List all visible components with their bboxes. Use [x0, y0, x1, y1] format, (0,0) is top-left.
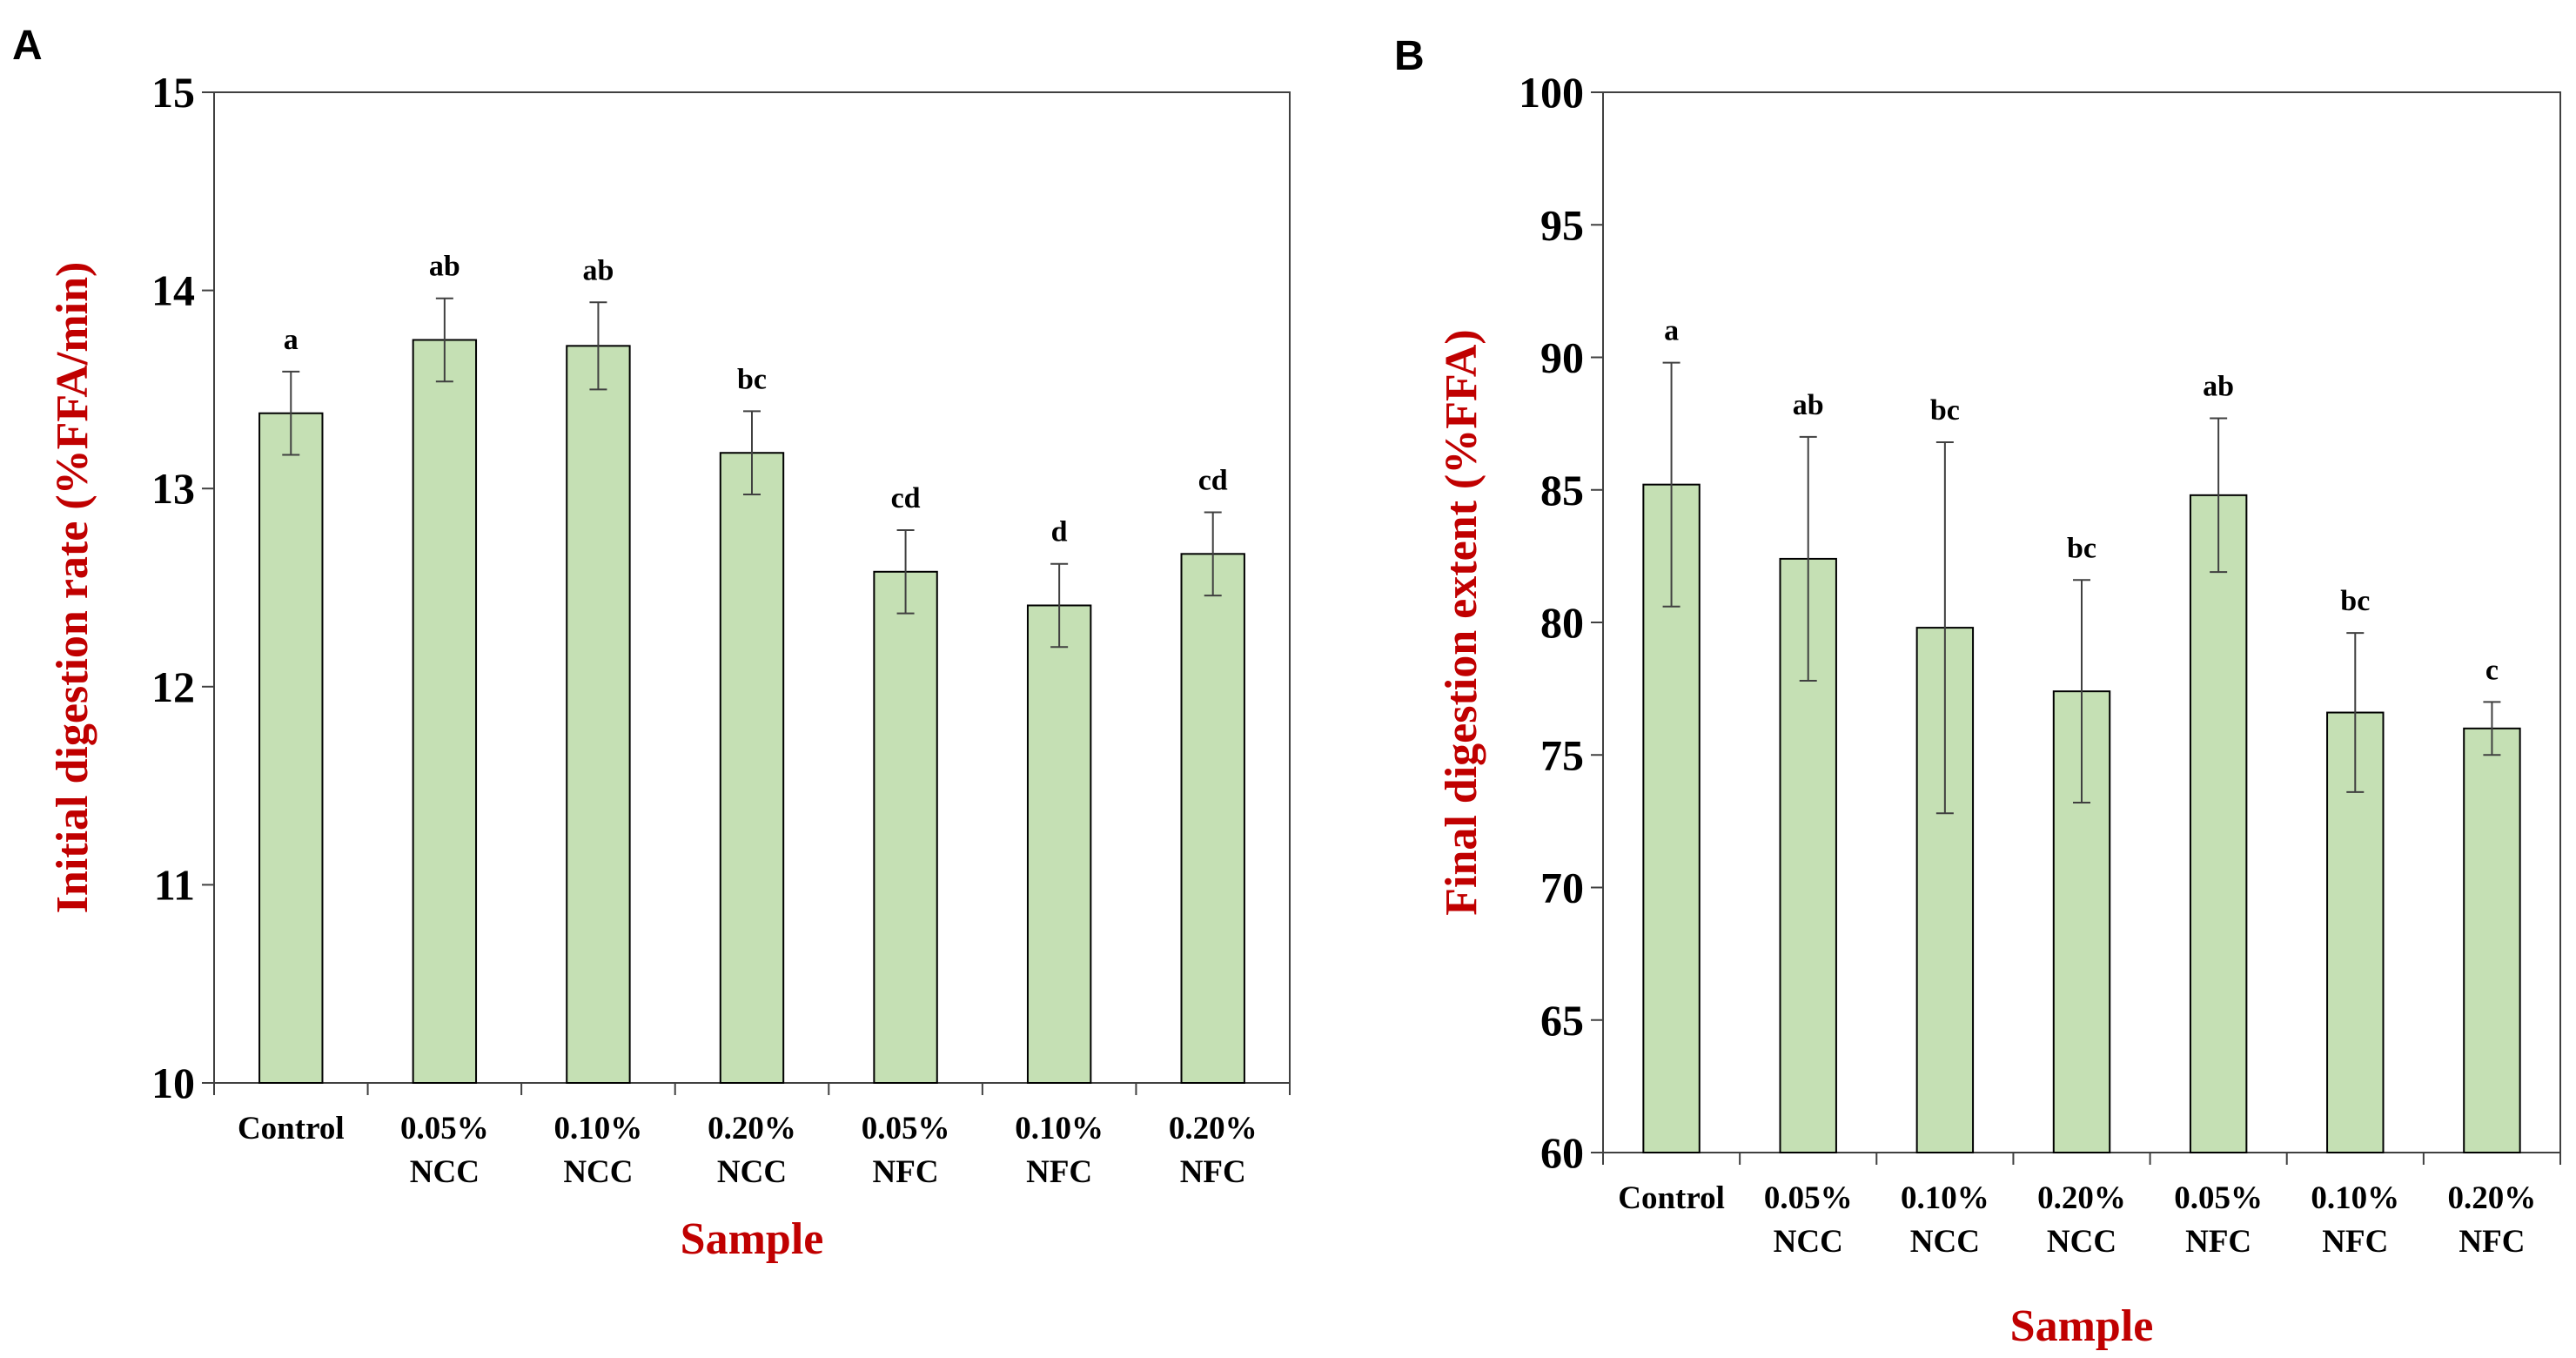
y-tick-label: 11	[154, 860, 195, 909]
significance-label: ab	[2203, 371, 2234, 403]
panel-a: A 10 11 12 13 14 15 a Control ab 0.05% NCC ab 0.10% NC…	[12, 23, 1291, 1264]
y-tick-label: 100	[1519, 68, 1584, 117]
bar	[1026, 604, 1092, 1084]
y-tick-label: 12	[151, 662, 195, 711]
bar	[2463, 727, 2521, 1153]
x-category-label: NFC	[1180, 1154, 1246, 1190]
y-tick-label: 95	[1540, 200, 1584, 249]
significance-label: ab	[429, 251, 460, 283]
bar	[566, 345, 631, 1084]
significance-label: c	[2485, 654, 2499, 686]
bar	[412, 339, 478, 1084]
y-tick-label: 85	[1540, 466, 1584, 514]
significance-label: bc	[1930, 394, 1960, 427]
y-tick-label: 65	[1540, 996, 1584, 1045]
significance-label: cd	[1198, 465, 1228, 497]
y-axis-title: Initial digestion rate (%FFA/min)	[48, 262, 97, 914]
x-category-label: 0.10%	[1015, 1111, 1104, 1146]
x-category-label: Control	[238, 1111, 345, 1146]
y-tick-label: 90	[1540, 333, 1584, 382]
x-category-label: NCC	[563, 1154, 633, 1190]
x-category-label: Control	[1618, 1180, 1725, 1216]
x-category-label: 0.10%	[2311, 1180, 2399, 1216]
y-tick-label: 70	[1540, 864, 1584, 912]
significance-label: d	[1051, 516, 1068, 548]
x-category-label: NFC	[2185, 1224, 2251, 1260]
y-tick-label: 60	[1540, 1128, 1584, 1177]
x-category-label: NCC	[410, 1154, 480, 1190]
significance-label: bc	[737, 363, 767, 395]
x-category-label: 0.20%	[2448, 1180, 2537, 1216]
x-category-label: 0.05%	[862, 1111, 950, 1146]
y-axis-title: Final digestion extent (%FFA)	[1437, 329, 1486, 916]
x-category-label: NCC	[1774, 1224, 1843, 1260]
x-axis-title: Sample	[2010, 1301, 2154, 1351]
x-category-label: 0.20%	[1169, 1111, 1258, 1146]
y-tick-label: 80	[1540, 598, 1584, 647]
significance-label: cd	[891, 482, 921, 514]
significance-label: a	[1664, 315, 1679, 347]
y-tick-label: 14	[151, 266, 195, 315]
significance-label: bc	[2340, 585, 2370, 617]
panel-letter-b: B	[1394, 33, 1425, 79]
bar	[2189, 494, 2248, 1153]
x-category-label: NCC	[1910, 1224, 1980, 1260]
x-category-label: NFC	[873, 1154, 939, 1190]
x-category-label: NFC	[1026, 1154, 1092, 1190]
x-category-label: NFC	[2322, 1224, 2388, 1260]
significance-label: ab	[582, 254, 614, 286]
x-category-label: 0.20%	[2037, 1180, 2126, 1216]
bar	[719, 452, 785, 1084]
significance-label: bc	[2067, 532, 2096, 564]
bar	[2052, 690, 2111, 1153]
panel-b: B 60 65 70 75 80 85 90 95 100 a Control ab 0.05% NCC bc…	[1394, 33, 2561, 1351]
x-category-label: NCC	[2047, 1224, 2116, 1260]
bar	[1180, 553, 1245, 1084]
x-category-label: 0.05%	[400, 1111, 489, 1146]
y-tick-label: 75	[1540, 730, 1584, 779]
panel-letter-a: A	[12, 23, 43, 69]
x-category-label: 0.05%	[2174, 1180, 2263, 1216]
bar	[873, 570, 938, 1084]
x-axis-title: Sample	[681, 1214, 824, 1264]
y-tick-label: 15	[151, 68, 195, 117]
y-tick-label: 13	[151, 464, 195, 513]
significance-label: a	[284, 324, 299, 356]
x-category-label: 0.20%	[708, 1111, 796, 1146]
y-tick-label: 10	[151, 1059, 195, 1107]
x-category-label: NFC	[2459, 1224, 2525, 1260]
x-category-label: 0.05%	[1764, 1180, 1853, 1216]
bar	[258, 412, 324, 1085]
x-category-label: 0.10%	[1901, 1180, 1989, 1216]
x-category-label: 0.10%	[554, 1111, 643, 1146]
significance-label: ab	[1793, 389, 1824, 421]
x-category-label: NCC	[717, 1154, 787, 1190]
